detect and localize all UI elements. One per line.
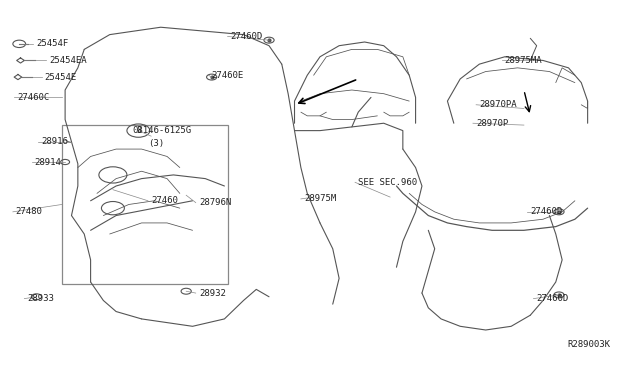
- Text: 27460: 27460: [151, 196, 178, 205]
- Text: R289003K: R289003K: [567, 340, 610, 349]
- Text: 27480: 27480: [15, 207, 42, 217]
- Text: 08146-6125G: 08146-6125G: [132, 126, 191, 135]
- Text: 28932: 28932: [199, 289, 226, 298]
- Text: 28975M: 28975M: [304, 195, 336, 203]
- Text: 3: 3: [136, 126, 141, 135]
- Text: 27460C: 27460C: [17, 93, 49, 102]
- Text: 25454F: 25454F: [36, 39, 68, 48]
- Text: 27460D: 27460D: [231, 32, 263, 41]
- Text: 25454E: 25454E: [45, 73, 77, 81]
- Bar: [62, 125, 228, 284]
- Text: (3): (3): [148, 139, 164, 148]
- Text: 25454EA: 25454EA: [49, 56, 87, 65]
- Text: 27460E: 27460E: [212, 71, 244, 80]
- Text: 28916: 28916: [41, 137, 68, 146]
- Text: SEE SEC.960: SEE SEC.960: [358, 178, 417, 187]
- Text: 27460D: 27460D: [537, 294, 569, 303]
- Text: 28975MA: 28975MA: [505, 56, 543, 65]
- Text: 27460D: 27460D: [531, 207, 563, 217]
- Text: 28970P: 28970P: [476, 119, 508, 128]
- Text: 28933: 28933: [27, 294, 54, 303]
- Text: 28914: 28914: [35, 157, 61, 167]
- Text: 28796N: 28796N: [199, 198, 231, 207]
- Text: 28970PA: 28970PA: [479, 100, 517, 109]
